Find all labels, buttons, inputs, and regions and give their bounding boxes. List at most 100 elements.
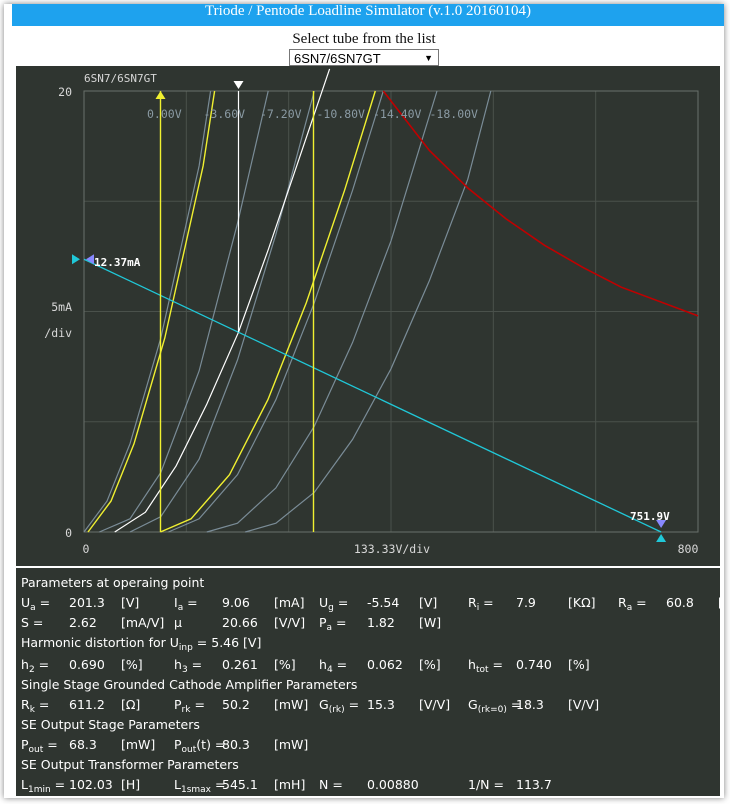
op-title: Parameters at operaing point [21, 575, 205, 590]
hd-title-tail: = 5.46 [V] [196, 635, 262, 650]
plot-border [83, 90, 699, 533]
param-name: Ri = [468, 595, 494, 613]
se-row: Pout = 68.3 [mW] Pout(t) = 80.3 [mW] [16, 736, 720, 755]
param-value: 1.82 [367, 615, 395, 630]
param-unit: [V/V] [274, 615, 306, 630]
param-unit: [V/V] [419, 697, 451, 712]
tube-select[interactable]: 6SN7/6SN7GT ▼ [289, 49, 439, 66]
param-name: 1/N = [468, 777, 504, 792]
param-name: h2 = [21, 657, 50, 675]
operating-point-marker [233, 81, 244, 89]
swing-limit-curve-0 [87, 90, 216, 533]
param-unit: [%] [419, 657, 441, 672]
param-value: 7.9 [516, 595, 536, 610]
x-div-label: 133.33V/div [354, 542, 430, 556]
hd-title: Harmonic distortion for Uinp = 5.46 [V] [21, 634, 262, 653]
param-name: Ug = [319, 595, 349, 613]
param-unit: [W] [419, 615, 442, 630]
plate-curve-6 [114, 68, 331, 533]
param-name: Pa = [319, 615, 347, 633]
plate-curve-0 [83, 90, 212, 533]
param-name: Rk = [21, 697, 50, 715]
grid-voltage-label: -14.40V [373, 107, 422, 121]
param-unit: [%] [568, 657, 590, 672]
markers [72, 81, 667, 542]
hd-title-sub: inp [178, 643, 193, 653]
swing-marker [155, 91, 166, 99]
grid-voltage-label: -3.60V [204, 107, 246, 121]
param-unit: [mA] [274, 595, 305, 610]
tube-selector-label: Select tube from the list [292, 31, 436, 47]
swing-limit-curve-1 [160, 90, 376, 533]
param-name: μ [174, 615, 182, 630]
param-name: Ia = [174, 595, 198, 613]
param-value: 80.3 [222, 737, 250, 752]
param-name: Pout = [21, 737, 58, 755]
tr-row: L1min = 102.03 [H] L1smax = 545.1 [mH] N = 0.00… [16, 776, 720, 795]
y-top-label: 20 [58, 85, 72, 99]
tr-title: SE Output Transformer Parameters [21, 757, 239, 772]
param-name: Pout(t) = [174, 737, 226, 755]
op-row-2: S = 2.62 [mA/V] μ 20.66 [V/V] Pa = 1.82 [W] [16, 614, 720, 633]
loadline-current-marker-right [86, 254, 94, 265]
plate-curve-2 [129, 90, 315, 533]
param-unit: [Ω] [121, 697, 141, 712]
ss-row: Rk = 611.2 [Ω] Prk = 50.2 [mW] G(rk) = 15.3 [V/V… [16, 696, 720, 715]
param-value: 0.740 [516, 657, 552, 672]
param-name: L1min = [21, 777, 66, 795]
grid-voltage-label: 0.00V [147, 107, 182, 121]
param-unit: [%] [121, 657, 143, 672]
param-name: h3 = [174, 657, 203, 675]
param-name: h4 = [319, 657, 348, 675]
grid-voltage-labels: 0.00V -3.60V -7.20V -10.80V -14.40V -18.00V [147, 107, 478, 121]
param-value: 20.66 [222, 615, 258, 630]
parameters-panel: Parameters at operaing point Ua = 201.3 [V… [16, 568, 724, 796]
param-unit: [H] [121, 777, 141, 792]
param-value: 113.7 [516, 777, 552, 792]
y-div-label-line2: /div [44, 326, 72, 340]
chevron-down-icon: ▼ [424, 53, 433, 63]
loadline [83, 258, 662, 533]
tube-label: 6SN7/6SN7GT [84, 72, 157, 85]
param-value: 0.690 [69, 657, 105, 672]
param-value: 18.3 [516, 697, 544, 712]
plate-curves [83, 68, 699, 533]
param-unit: [mW] [274, 697, 309, 712]
param-name: N = [319, 777, 343, 792]
param-value: 0.062 [367, 657, 403, 672]
param-value: 68.3 [69, 737, 97, 752]
param-name: htot = [468, 657, 503, 675]
param-name: G(rk) = [319, 697, 360, 715]
param-value: 611.2 [69, 697, 105, 712]
ss-title: Single Stage Grounded Cathode Amplifier … [21, 677, 358, 692]
loadline-current-label: 12.37mA [94, 256, 141, 269]
max-dissipation-curve [382, 90, 699, 317]
plate-curve-1 [99, 90, 269, 533]
hd-title-text: Harmonic distortion for U [21, 635, 179, 650]
plate-curve-4 [206, 90, 438, 533]
param-value: 60.8 [666, 595, 694, 610]
param-value: 201.3 [69, 595, 105, 610]
param-value: 9.06 [222, 595, 250, 610]
param-value: 545.1 [222, 777, 258, 792]
loadline-plot[interactable]: 6SN7/6SN7GT 20 5mA /div 0 0 133.33V/div … [16, 66, 720, 566]
window-title: Triode / Pentode Loadline Simulator (v.1… [12, 4, 724, 26]
loadline-current-marker-left [72, 254, 80, 265]
param-value: 0.00880 [367, 777, 419, 792]
param-unit: [mA/V] [121, 615, 165, 630]
param-name: S = [21, 615, 44, 630]
y-div-label-line1: 5mA [51, 300, 72, 314]
param-value: 2.62 [69, 615, 97, 630]
grid-voltage-label: -18.00V [430, 107, 479, 121]
loadline-voltage-marker-bottom [656, 534, 667, 542]
loadline-voltage-marker-top [656, 520, 667, 528]
op-row-1: Ua = 201.3 [V] Ia = 9.06 [mA] Ug = -5.54 [V] Ri =… [16, 594, 724, 613]
grid-voltage-label: -7.20V [260, 107, 302, 121]
param-unit: [KΩ] [568, 595, 596, 610]
plot-grid [83, 90, 699, 533]
x-max-label: 800 [678, 542, 699, 556]
param-value: 0.261 [222, 657, 258, 672]
plot-svg: 6SN7/6SN7GT 20 5mA /div 0 0 133.33V/div … [44, 68, 699, 556]
x-zero-label: 0 [83, 542, 90, 556]
param-name: G(rk=0) = [468, 697, 522, 715]
